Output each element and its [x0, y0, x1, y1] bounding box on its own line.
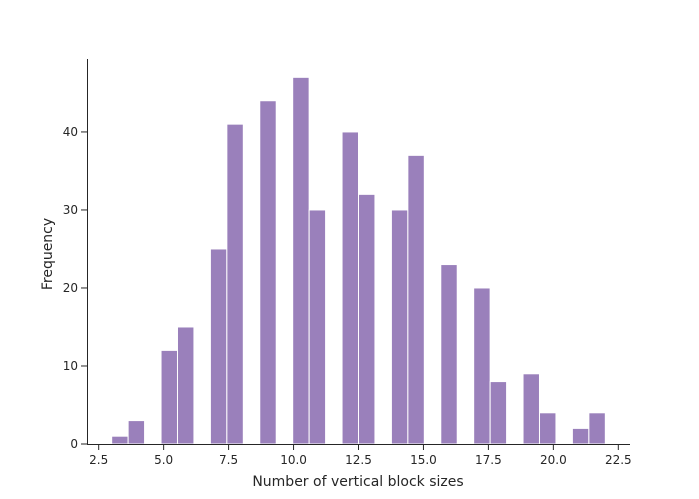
histogram-bar: [308, 209, 327, 445]
y-tick-label: 40: [63, 125, 78, 139]
histogram-bar: [209, 248, 228, 445]
histogram-bar: [588, 412, 606, 445]
histogram-bar: [539, 412, 557, 445]
histogram-bar: [407, 154, 425, 445]
x-tick-label: 15.0: [410, 453, 437, 467]
x-tick-label: 20.0: [540, 453, 567, 467]
y-axis-label: Frequency: [40, 218, 56, 290]
histogram-bar: [292, 76, 310, 445]
histogram-bar: [571, 427, 590, 445]
y-tick-label: 10: [63, 359, 78, 373]
histogram-bar: [440, 264, 458, 445]
histogram-bar: [489, 381, 508, 445]
histogram-bar: [259, 100, 277, 445]
histogram-bar: [226, 123, 244, 445]
histogram-bar: [390, 209, 409, 445]
x-tick-label: 7.5: [219, 453, 238, 467]
histogram-bar: [473, 287, 491, 445]
x-tick-label: 12.5: [345, 453, 372, 467]
histogram-bar: [111, 435, 129, 445]
y-axis-ticks: 0 10 20 30 40: [63, 125, 87, 451]
x-tick-label: 2.5: [89, 453, 108, 467]
histogram-bar: [160, 349, 178, 445]
histogram-bar: [522, 373, 540, 445]
y-tick-label: 30: [63, 203, 78, 217]
histogram-bars: [111, 76, 606, 445]
histogram-bar: [358, 193, 376, 445]
y-tick-label: 20: [63, 281, 78, 295]
histogram-bar: [127, 420, 146, 445]
x-axis-ticks: 2.5 5.0 7.5 10.0 12.5 15.0 17.5 20.0 22.5: [89, 444, 632, 467]
x-tick-label: 17.5: [475, 453, 502, 467]
histogram-bar: [176, 326, 195, 445]
x-tick-label: 22.5: [605, 453, 632, 467]
x-tick-label: 10.0: [280, 453, 307, 467]
histogram-bar: [341, 131, 359, 445]
y-tick-label: 0: [70, 437, 78, 451]
x-tick-label: 5.0: [154, 453, 173, 467]
x-axis-label: Number of vertical block sizes: [252, 474, 463, 490]
